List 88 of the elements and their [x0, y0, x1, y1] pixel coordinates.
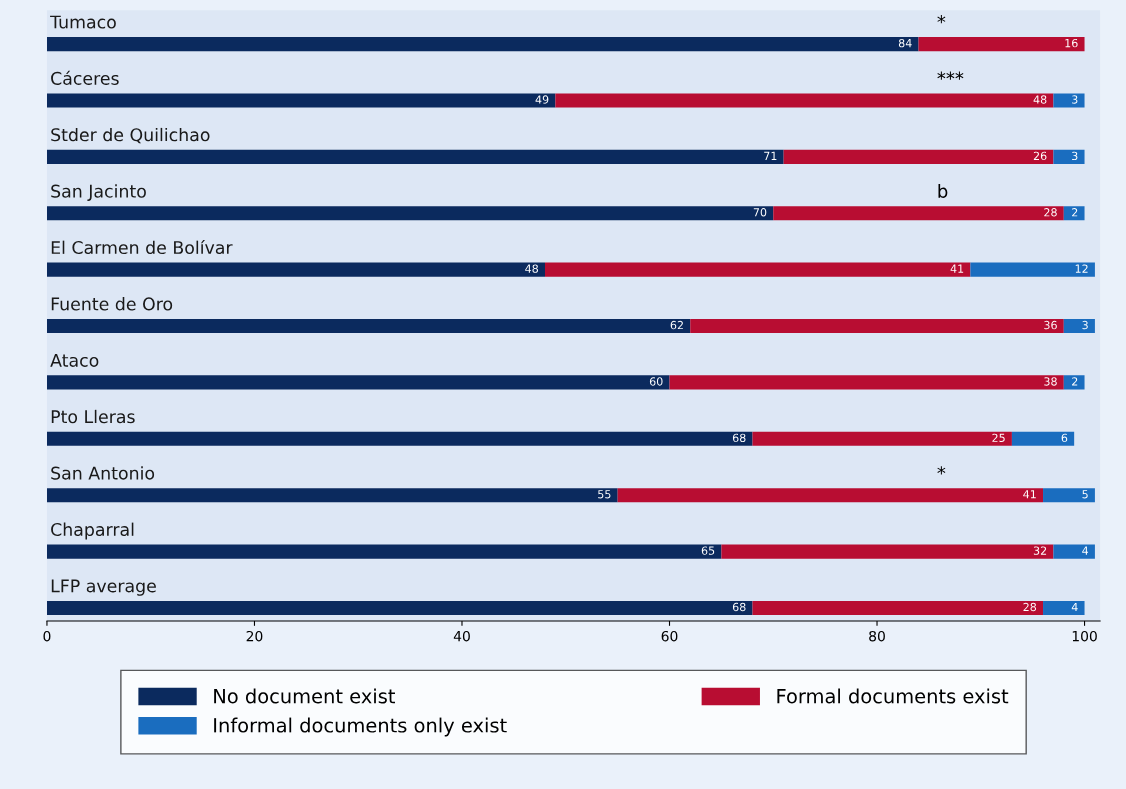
bar: [46, 206, 774, 221]
data-label: 49: [535, 95, 549, 104]
annotation: ***: [937, 71, 964, 80]
bar: [1063, 318, 1095, 334]
legend-label: No document exist: [214, 688, 395, 704]
bar: [1043, 600, 1085, 616]
bar: [1063, 206, 1085, 221]
data-label: 2: [1072, 208, 1078, 217]
data-label: 26: [1033, 151, 1047, 161]
bar: [555, 93, 1054, 108]
y-tick-label: Cáceres: [51, 70, 119, 85]
y-tick-label: El Carmen de Bolívar: [51, 239, 233, 255]
bar: [544, 262, 971, 277]
y-tick-label: San Jacinto: [51, 184, 146, 201]
data-label: 3: [1072, 151, 1078, 161]
x-tick-label: 60: [661, 630, 678, 642]
data-label: 70: [753, 208, 767, 217]
y-tick-label: Chaparral: [51, 522, 134, 540]
bar: [46, 375, 670, 390]
data-label: 68: [732, 433, 746, 443]
data-label: 48: [525, 264, 539, 273]
x-tick-label: 80: [869, 630, 885, 642]
bar: [617, 488, 1044, 503]
data-label: 65: [701, 546, 715, 555]
bar: [690, 318, 1064, 334]
x-tick-label: 0: [43, 630, 51, 642]
data-label: 16: [1065, 38, 1078, 48]
data-label: 28: [1023, 602, 1037, 612]
bar: [1043, 488, 1095, 503]
data-label: 68: [732, 602, 746, 612]
bar: [752, 431, 1012, 446]
bar: [1053, 544, 1095, 559]
annotation: b: [938, 183, 948, 198]
data-label: 41: [950, 264, 964, 273]
bar: [783, 149, 1054, 164]
bar: [721, 544, 1054, 559]
x-tick-label: 40: [453, 630, 470, 642]
data-label: 71: [764, 151, 777, 160]
legend-label: Formal documents exist: [777, 688, 1009, 704]
data-label: 36: [1044, 320, 1057, 330]
data-label: 28: [1044, 208, 1057, 217]
data-label: 4: [1071, 602, 1078, 612]
data-label: 3: [1072, 95, 1078, 104]
y-tick-label: Pto Lleras: [51, 409, 135, 424]
bar: [1053, 93, 1085, 108]
annotation: *: [937, 466, 946, 475]
y-tick-label: LFP average: [51, 579, 156, 596]
bar: [46, 544, 722, 559]
legend-label: Informal documents only exist: [214, 717, 507, 737]
bar: [970, 262, 1095, 277]
bar: [1063, 375, 1085, 390]
bar: [46, 318, 691, 334]
bar: [46, 149, 784, 164]
data-label: 3: [1082, 320, 1088, 330]
data-label: 84: [898, 38, 912, 48]
data-label: 32: [1033, 546, 1047, 555]
x-tick-label: 100: [1072, 630, 1097, 642]
bar: [1053, 149, 1085, 164]
bar: [46, 600, 753, 616]
data-label: 2: [1072, 377, 1078, 386]
y-tick-label: Fuente de Oro: [51, 297, 173, 311]
bar: [669, 375, 1064, 390]
data-label: 60: [649, 377, 663, 386]
bar: [773, 206, 1064, 221]
y-tick-label: Ataco: [50, 353, 99, 367]
bar: [46, 37, 919, 52]
y-tick-label: Tumaco: [50, 15, 116, 29]
y-tick-label: San Antonio: [51, 466, 155, 480]
bar: [46, 431, 753, 446]
bar: [46, 262, 545, 277]
x-tick-label: 20: [246, 630, 263, 642]
data-label: 62: [670, 320, 683, 330]
data-label: 48: [1033, 95, 1047, 104]
bar: [918, 37, 1085, 52]
data-label: 38: [1044, 377, 1057, 386]
annotation: *: [937, 15, 946, 24]
bar: [1011, 431, 1075, 446]
data-label: 41: [1023, 490, 1036, 499]
data-label: 6: [1061, 433, 1068, 443]
data-label: 55: [598, 490, 611, 499]
y-tick-label: Stder de Quilichao: [51, 127, 210, 144]
bar: [46, 93, 556, 108]
data-label: 25: [992, 433, 1005, 443]
bar: [752, 600, 1044, 616]
bar: [46, 488, 618, 503]
data-label: 12: [1075, 264, 1088, 273]
data-label: 5: [1082, 490, 1088, 499]
data-label: 4: [1082, 546, 1089, 555]
